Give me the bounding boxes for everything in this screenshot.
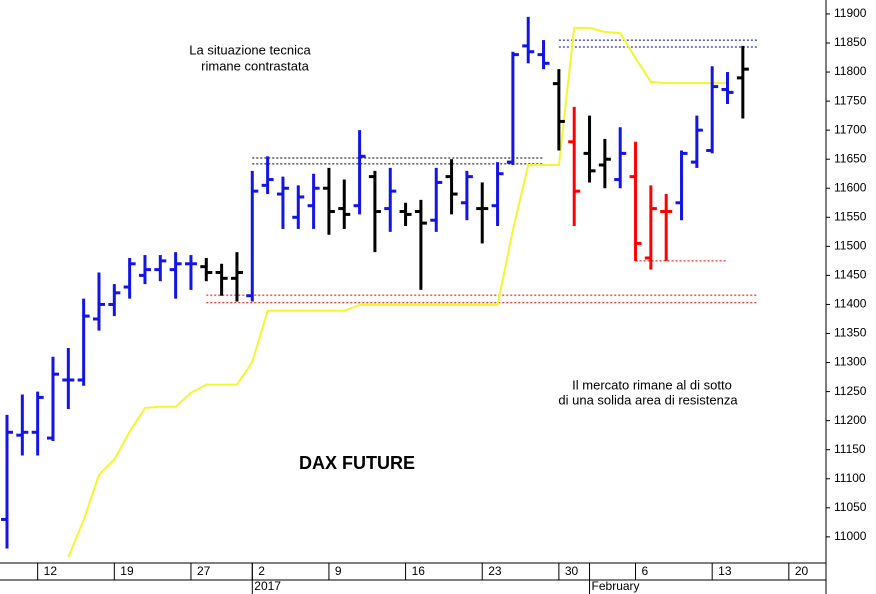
annotation: Il mercato rimane al di sotto bbox=[572, 377, 732, 392]
y-tick-label: 11750 bbox=[834, 93, 867, 107]
annotation: di una solida area di resistenza bbox=[558, 392, 738, 407]
y-tick-label: 11300 bbox=[834, 355, 867, 369]
chart-title: DAX FUTURE bbox=[299, 453, 415, 473]
annotation: rimane contrastata bbox=[201, 58, 309, 73]
y-tick-label: 11200 bbox=[834, 413, 867, 427]
y-tick-label: 11250 bbox=[834, 384, 867, 398]
x-group-label: February bbox=[592, 579, 640, 593]
overlay-line bbox=[67, 26, 728, 558]
y-tick-label: 11000 bbox=[834, 529, 867, 543]
y-tick-label: 11450 bbox=[834, 268, 867, 282]
x-tick-label: 9 bbox=[335, 564, 342, 578]
x-group-label: 2017 bbox=[254, 579, 281, 593]
y-tick-label: 11350 bbox=[834, 326, 867, 340]
x-tick-label: 16 bbox=[412, 564, 426, 578]
y-tick-label: 11650 bbox=[834, 151, 867, 165]
x-tick-label: 27 bbox=[197, 564, 211, 578]
y-tick-label: 11050 bbox=[834, 500, 867, 514]
y-tick-label: 11150 bbox=[834, 442, 866, 456]
x-tick-label: 19 bbox=[120, 564, 134, 578]
x-tick-label: 23 bbox=[488, 564, 502, 578]
y-tick-label: 11900 bbox=[834, 6, 867, 20]
x-tick-label: 2 bbox=[258, 564, 265, 578]
x-tick-label: 12 bbox=[44, 564, 58, 578]
x-tick-label: 20 bbox=[795, 564, 809, 578]
annotation: La situazione tecnica bbox=[189, 42, 311, 57]
y-tick-label: 11700 bbox=[834, 122, 867, 136]
y-tick-label: 11100 bbox=[834, 471, 866, 485]
y-tick-label: 11800 bbox=[834, 64, 867, 78]
y-tick-label: 11400 bbox=[834, 297, 867, 311]
x-tick-label: 13 bbox=[718, 564, 732, 578]
y-tick-label: 11550 bbox=[834, 209, 867, 223]
y-tick-label: 11850 bbox=[834, 35, 867, 49]
y-tick-label: 11500 bbox=[834, 239, 867, 253]
x-tick-label: 6 bbox=[642, 564, 649, 578]
y-tick-label: 11600 bbox=[834, 180, 867, 194]
x-tick-label: 30 bbox=[565, 564, 579, 578]
